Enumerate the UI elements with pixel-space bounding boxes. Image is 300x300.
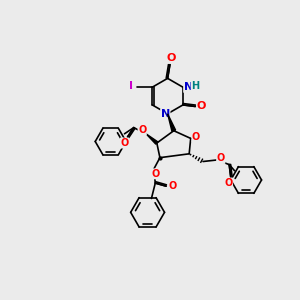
Text: H: H bbox=[191, 81, 199, 92]
Text: O: O bbox=[138, 125, 146, 135]
Text: O: O bbox=[168, 181, 176, 191]
Text: O: O bbox=[166, 53, 175, 63]
Text: O: O bbox=[120, 138, 129, 148]
Text: N: N bbox=[161, 109, 170, 119]
Text: O: O bbox=[152, 169, 160, 179]
Polygon shape bbox=[146, 134, 158, 144]
Text: O: O bbox=[224, 178, 232, 188]
Text: O: O bbox=[197, 101, 206, 112]
Polygon shape bbox=[168, 114, 176, 131]
Text: I: I bbox=[129, 81, 133, 92]
Text: O: O bbox=[192, 132, 200, 142]
Text: O: O bbox=[217, 153, 225, 164]
Text: N: N bbox=[184, 82, 193, 92]
